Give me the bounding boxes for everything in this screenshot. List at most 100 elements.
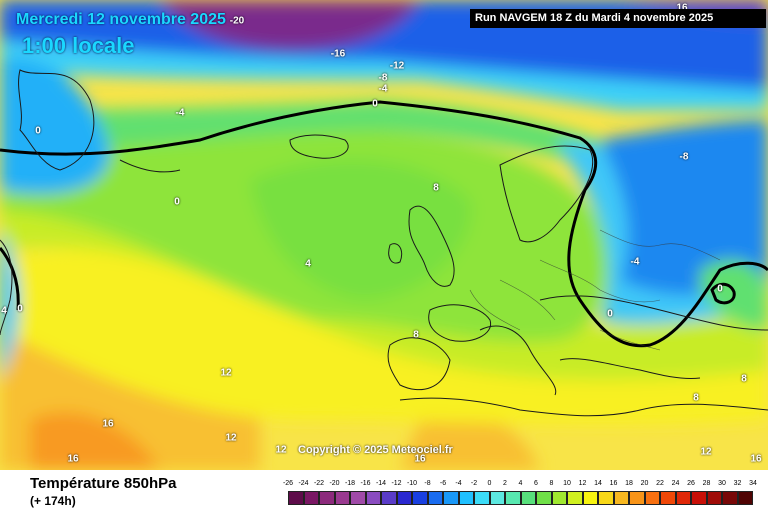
isotherm-label: 8 <box>413 329 419 341</box>
isotherm-label: 12 <box>700 446 712 458</box>
color-scale-legend: -26 -24 -22 -20 -18 -16 -14 -12 -10 -8 -6 -4 -2 0 2 4 6 8… <box>282 480 757 506</box>
borders <box>469 229 721 351</box>
legend-tick-label: 34 <box>749 480 757 487</box>
legend-swatch <box>613 491 629 505</box>
legend-tick-label: -20 <box>329 480 340 487</box>
legend-swatch <box>334 491 350 505</box>
legend-tick-label: -26 <box>282 480 294 487</box>
legend-tick-label: -22 <box>313 480 325 487</box>
forecast-time: 1:00 locale <box>22 33 135 58</box>
legend-swatch <box>629 491 645 505</box>
legend-swatch <box>365 491 381 505</box>
legend-swatch <box>381 491 397 505</box>
legend-tick-label: 14 <box>594 480 602 487</box>
legend-swatch <box>551 491 567 505</box>
legend-swatch <box>644 491 660 505</box>
legend-tick-label: -2 <box>470 480 478 487</box>
legend-swatch <box>660 491 676 505</box>
legend-swatch <box>536 491 552 505</box>
isotherm-label: -20 <box>229 15 245 27</box>
isotherm-label: -4 <box>378 83 388 95</box>
legend-swatch <box>706 491 722 505</box>
isotherm-label: -8 <box>378 72 388 84</box>
legend-tick-label: 20 <box>640 480 649 487</box>
legend-tick-label: 4 <box>518 480 523 487</box>
legend-tick-label: 2 <box>503 480 507 487</box>
legend-tick-label: 22 <box>656 480 664 487</box>
legend-tick-label: 16 <box>609 480 618 487</box>
map-canvas <box>0 0 768 470</box>
isotherm-label: 8 <box>693 392 699 404</box>
isotherm-label: 0 <box>372 98 378 110</box>
isotherm-label: -12 <box>389 60 405 72</box>
isotherm-label: 4 <box>1 305 7 317</box>
legend-tick-label: 18 <box>625 480 633 487</box>
model-run-label: Run NAVGEM 18 Z du Mardi 4 novembre 2025 <box>470 9 766 28</box>
isotherm-label: 0 <box>717 283 723 295</box>
isotherm-label: 12 <box>275 444 287 456</box>
isotherm-label: 16 <box>414 453 426 465</box>
legend-tick-label: 0 <box>487 480 492 487</box>
legend-tick-label: 30 <box>718 480 726 487</box>
legend-tick-label: 28 <box>702 480 711 487</box>
zero-degree-isotherm <box>0 100 768 348</box>
legend-tick-label: -10 <box>406 480 418 487</box>
legend-tick-label: 24 <box>671 480 680 487</box>
isotherm-label: 16 <box>102 418 114 430</box>
temperature-map: -20 -16 -12 -8 -4 0 -4 0 0 -8 8 4 -4 0 0… <box>0 0 768 470</box>
legend-tick-label: 26 <box>687 480 695 487</box>
legend-swatch <box>288 491 304 505</box>
isotherm-label: -4 <box>630 256 640 268</box>
legend-tick-label: -12 <box>391 480 402 487</box>
legend-tick-label: 8 <box>549 480 554 487</box>
legend-swatch <box>691 491 707 505</box>
legend-swatch <box>474 491 490 505</box>
legend-tick-label: -14 <box>375 480 387 487</box>
legend-swatch <box>567 491 583 505</box>
parameter-name: Température 850hPa <box>30 475 177 492</box>
legend-swatch <box>412 491 428 505</box>
forecast-date: Mercredi 12 novembre 2025 <box>16 11 226 28</box>
legend-tick-label: 32 <box>733 480 742 487</box>
legend-tick-label: 12 <box>578 480 587 487</box>
isotherm-label: -16 <box>330 48 346 60</box>
isotherm-label: 0 <box>17 303 23 315</box>
legend-swatch <box>737 491 753 505</box>
legend-tick-label: -8 <box>424 480 431 487</box>
legend-swatch <box>350 491 366 505</box>
legend-tick-label: -4 <box>455 480 462 487</box>
legend-swatch <box>722 491 738 505</box>
legend-swatch <box>396 491 412 505</box>
legend-swatch <box>520 491 536 505</box>
legend-swatch <box>458 491 474 505</box>
legend-tick-label: -24 <box>298 480 309 487</box>
legend-tick-label: 10 <box>563 480 571 487</box>
zero-degree-isotherm-west <box>0 247 20 311</box>
copyright-notice: Copyright © 2025 Meteociel.fr <box>298 444 453 456</box>
isotherm-label: 16 <box>676 2 688 14</box>
isotherm-label: -8 <box>679 151 689 163</box>
coastlines <box>0 69 768 417</box>
legend-swatch <box>427 491 443 505</box>
legend-swatch <box>598 491 614 505</box>
lead-time: (+ 174h) <box>30 494 76 508</box>
isotherm-label: 0 <box>607 308 613 320</box>
legend-tick-label: -18 <box>344 480 356 487</box>
isotherm-label: 4 <box>305 258 311 270</box>
isotherm-label: 8 <box>433 182 439 194</box>
legend-swatch <box>675 491 691 505</box>
legend-tick-label: 6 <box>534 480 538 487</box>
isotherm-label: 12 <box>225 432 237 444</box>
legend-tick-label: -6 <box>439 480 447 487</box>
temperature-field <box>0 0 768 470</box>
isotherm-label: 0 <box>35 125 41 137</box>
isotherm-label: -4 <box>175 107 185 119</box>
isotherm-label: 16 <box>67 453 79 465</box>
isotherm-label: 8 <box>741 373 747 385</box>
legend-swatch <box>319 491 335 505</box>
legend-tick-label: -16 <box>360 480 371 487</box>
isotherm-label: 0 <box>174 196 180 208</box>
zero-degree-island <box>710 282 736 305</box>
legend-swatch <box>303 491 319 505</box>
isotherm-label: 16 <box>750 453 762 465</box>
